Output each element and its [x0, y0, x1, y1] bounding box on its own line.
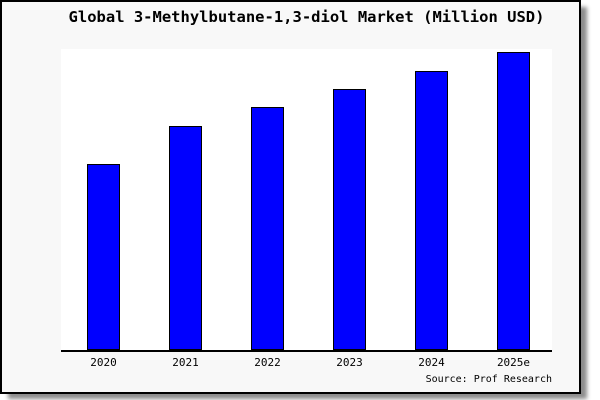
- bar: [415, 71, 448, 350]
- x-tick-label: 2023: [336, 356, 363, 369]
- x-tick-label: 2022: [254, 356, 281, 369]
- bar: [251, 107, 284, 350]
- bar: [169, 126, 202, 350]
- x-tick-label: 2025e: [496, 356, 531, 369]
- x-tick-label: 2021: [172, 356, 199, 369]
- x-tick-label: 2020: [90, 356, 117, 369]
- bar: [497, 52, 530, 350]
- plot-area: [61, 49, 552, 352]
- x-axis-tick-labels: 2020 2021 2022 2023 2024 2025e: [61, 356, 552, 372]
- bar: [87, 164, 120, 350]
- source-credit: Source: Prof Research: [425, 374, 552, 385]
- x-tick-label: 2024: [418, 356, 445, 369]
- chart-card: Global 3-Methylbutane-1,3-diol Market (M…: [0, 0, 581, 394]
- chart-title: Global 3-Methylbutane-1,3-diol Market (M…: [68, 8, 545, 26]
- bar: [333, 89, 366, 350]
